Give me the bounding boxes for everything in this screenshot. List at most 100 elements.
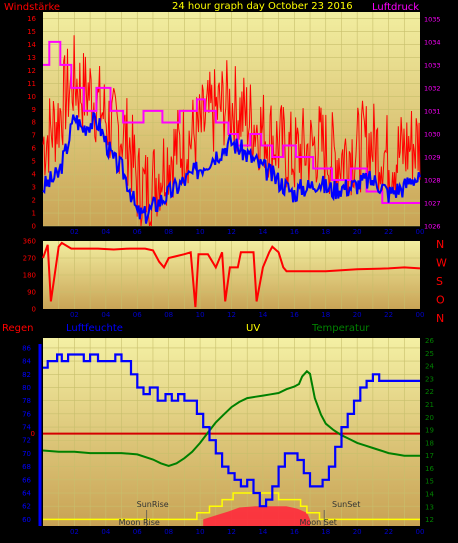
temperature-y-tick: 17 (425, 452, 434, 460)
temperature-y-ticks: 12 13 14 15 16 17 18 19 20 21 22 23 24 25 26 (425, 337, 434, 524)
wind-y-tick: 5 (32, 158, 36, 166)
humidity-x-tick: 14 (258, 528, 267, 536)
humidity-y-tick: 84 (22, 358, 31, 366)
direction-x-tick: 22 (384, 311, 393, 319)
compass-label: N (436, 238, 444, 251)
temperature-y-tick: 25 (425, 350, 434, 358)
direction-x-tick: 04 (101, 311, 110, 319)
temperature-y-tick: 21 (425, 401, 434, 409)
humidity-x-tick: 00 (416, 528, 425, 536)
temperature-label: Temperatur (311, 323, 370, 334)
direction-x-tick: 14 (258, 311, 267, 319)
humidity-y-tick: 64 (22, 490, 31, 498)
rain-label: Regen (2, 323, 34, 334)
pressure-y-tick: 1035 (424, 15, 441, 23)
wind-x-tick: 06 (133, 228, 142, 236)
direction-x-tick: 08 (164, 311, 173, 319)
wind-speed-line (42, 111, 421, 224)
pressure-y-tick: 1034 (424, 38, 441, 46)
humidity-x-tick: 04 (101, 528, 110, 536)
temperature-y-tick: 23 (425, 375, 434, 383)
humidity-x-tick: 10 (196, 528, 205, 536)
humidity-x-tick: 20 (353, 528, 362, 536)
wind-y-tick: 1 (32, 210, 36, 218)
temperature-y-tick: 14 (425, 491, 434, 499)
temperature-y-tick: 13 (425, 503, 434, 511)
gust-line (42, 35, 421, 227)
direction-x-tick: 06 (133, 311, 142, 319)
direction-y-tick: 360 (23, 238, 36, 246)
humidity-y-tick: 62 (22, 503, 31, 511)
humidity-line (43, 353, 420, 508)
wind-x-ticks: 02 04 06 08 10 12 14 16 18 20 22 00 (70, 228, 425, 236)
wind-y-tick: 7 (32, 132, 36, 140)
temperature-y-tick: 18 (425, 439, 434, 447)
pressure-line (43, 40, 420, 204)
wind-y-tick: 9 (32, 106, 36, 114)
humidity-y-tick: 78 (22, 397, 31, 405)
wind-y-tick: 12 (27, 67, 36, 75)
humidity-x-tick: 16 (290, 528, 299, 536)
pressure-y-tick: 1029 (424, 153, 441, 161)
direction-x-tick: 00 (416, 311, 425, 319)
pressure-y-tick: 1026 (424, 223, 441, 231)
direction-x-tick: 18 (321, 311, 330, 319)
pressure-y-ticks: 1026 1027 1028 1029 1030 1031 1032 1033 1034 1035 (424, 15, 441, 230)
temperature-y-tick: 15 (425, 478, 434, 486)
chart-title: 24 hour graph day October 23 2016 (172, 1, 353, 12)
wind-y-tick: 11 (27, 80, 36, 88)
moonrise-label: Moon Rise (119, 518, 160, 527)
humidity-x-tick: 02 (70, 528, 79, 536)
temperature-y-tick: 12 (425, 516, 434, 524)
pressure-axis-label: Luftdruck (372, 2, 419, 13)
direction-y-tick: 90 (27, 289, 36, 297)
wind-x-tick: 08 (164, 228, 173, 236)
direction-y-tick: 270 (23, 255, 36, 263)
wind-x-tick: 18 (321, 228, 330, 236)
wind-y-tick: 4 (32, 171, 37, 179)
humidity-y-tick: 86 (22, 344, 31, 352)
pressure-y-tick: 1027 (424, 199, 441, 207)
sunrise-label: SunRise (137, 500, 169, 509)
temperature-y-tick: 20 (425, 414, 434, 422)
pressure-y-tick: 1032 (424, 84, 441, 92)
humidity-y-tick: 80 (22, 384, 31, 392)
humidity-x-tick: 18 (321, 528, 330, 536)
temperature-y-tick: 16 (425, 465, 434, 473)
direction-x-tick: 10 (196, 311, 205, 319)
wind-x-tick: 12 (227, 228, 236, 236)
pressure-y-tick: 1031 (424, 107, 441, 115)
direction-x-tick: 20 (353, 311, 362, 319)
humidity-x-tick: 22 (384, 528, 393, 536)
pressure-y-tick: 1033 (424, 61, 441, 69)
humidity-y-tick: 66 (22, 476, 31, 484)
sun-moon-markers: SunRise SunSet Moon Rise Moon Set (119, 500, 361, 527)
uv-label: UV (246, 323, 260, 334)
humidity-y-ticks: 60 62 64 66 68 70 72 74 76 78 80 82 84 86 (22, 344, 31, 524)
humidity-y-tick: 76 (22, 410, 31, 418)
humidity-x-tick: 12 (227, 528, 236, 536)
wind-y-tick: 15 (27, 28, 36, 36)
wind-y-tick: 8 (32, 119, 36, 127)
humidity-y-tick: 82 (22, 371, 31, 379)
wind-x-tick: 02 (70, 228, 79, 236)
wind-y-tick: 2 (32, 197, 36, 205)
temperature-y-tick: 22 (425, 388, 434, 396)
temperature-y-tick: 19 (425, 427, 434, 435)
humidity-y-tick: 70 (22, 450, 31, 458)
pressure-y-tick: 1030 (424, 130, 441, 138)
wind-y-tick: 0 (32, 223, 36, 231)
humidity-y-tick: 60 (22, 516, 31, 524)
moonset-label: Moon Set (299, 518, 336, 527)
direction-x-tick: 02 (70, 311, 79, 319)
humidity-x-tick: 08 (164, 528, 173, 536)
sunset-label: SunSet (332, 500, 360, 509)
wind-x-tick: 16 (290, 228, 299, 236)
wind-y-tick: 16 (27, 15, 36, 23)
gust-series (42, 35, 421, 227)
direction-y-ticks: 360 270 180 90 0 (23, 238, 36, 314)
